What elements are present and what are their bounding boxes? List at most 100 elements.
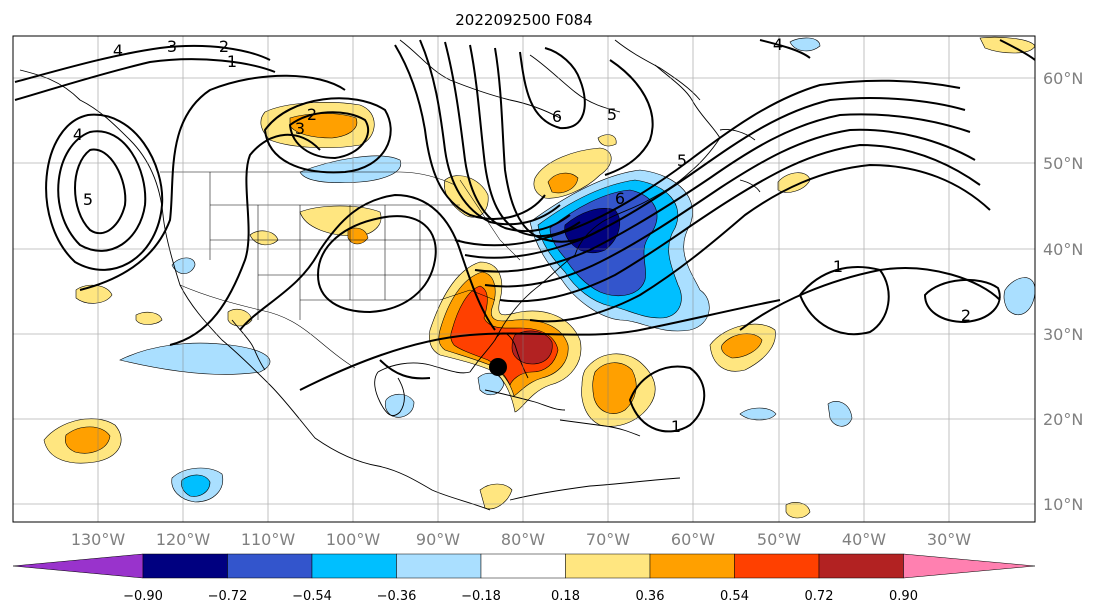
lon-tick-label: 110°W [241, 530, 296, 549]
colorbar-tick-label: 0.36 [636, 589, 665, 604]
lon-tick-label: 90°W [416, 530, 460, 549]
map-panel: 4 3 2 1 4 5 2 3 6 5 6 5 4 1 2 1 [13, 35, 1035, 522]
contour-label: 4 [113, 41, 123, 60]
colorbar-extend-high [903, 553, 1036, 579]
contour-label: 6 [615, 189, 625, 208]
lon-tick-label: 50°W [757, 530, 801, 549]
negative-anomaly-light [171, 257, 196, 274]
latitude-tick-labels: 60°N 50°N 40°N 30°N 20°N 10°N [1043, 69, 1083, 514]
positive-anomaly-orange [592, 362, 637, 414]
contour-line [499, 143, 981, 303]
colorbar-tick-label: −0.72 [208, 589, 248, 604]
lon-tick-label: 60°W [671, 530, 715, 549]
colorbar-segment [311, 553, 397, 579]
contour-line [316, 215, 437, 314]
lat-tick-label: 20°N [1043, 410, 1083, 429]
contour-label: 2 [219, 37, 229, 56]
positive-anomaly-light [479, 483, 513, 510]
contour-label: 4 [73, 125, 83, 144]
longitude-tick-labels: 130°W 120°W 110°W 100°W 90°W 80°W 70°W 6… [71, 530, 971, 549]
colorbar-segment [649, 553, 735, 579]
contour-label: 3 [295, 119, 305, 138]
contour-label: 2 [307, 105, 317, 124]
negative-anomaly-light [477, 372, 505, 396]
contour-line [444, 41, 571, 233]
lat-tick-label: 40°N [1043, 240, 1083, 259]
contour-label: 5 [83, 190, 93, 209]
contour-line [798, 266, 890, 336]
negative-anomaly-light [119, 342, 271, 375]
contour-label: 5 [677, 151, 687, 170]
contour-line [288, 111, 370, 160]
contour-line [519, 47, 586, 130]
contour-line [263, 97, 392, 174]
figure-title: 2022092500 F084 [455, 11, 592, 29]
positive-anomaly-darkred [511, 330, 553, 365]
positive-anomaly-light [135, 311, 163, 325]
contour-line [14, 58, 276, 101]
map-background [13, 36, 1035, 522]
colorbar-segment [480, 553, 566, 579]
lon-tick-label: 40°W [842, 530, 886, 549]
colorbar-segment [818, 553, 904, 579]
lon-tick-label: 120°W [156, 530, 211, 549]
contour-label: 1 [671, 417, 681, 436]
positive-anomaly-light [597, 134, 617, 147]
contour-labels: 4 3 2 1 4 5 2 3 6 5 6 5 4 1 2 1 [73, 35, 971, 436]
colorbar-tick-label: 0.72 [805, 589, 834, 604]
positive-anomaly-orange [64, 426, 111, 454]
lat-tick-label: 10°N [1043, 495, 1083, 514]
lon-tick-label: 100°W [326, 530, 381, 549]
contour-label: 1 [227, 52, 237, 71]
lat-tick-label: 30°N [1043, 325, 1083, 344]
colorbar [12, 553, 1036, 579]
contour-label: 6 [552, 107, 562, 126]
positive-anomaly-light [785, 502, 811, 519]
colorbar-tick-label: −0.90 [123, 589, 163, 604]
lon-tick-label: 130°W [71, 530, 126, 549]
lon-tick-label: 30°W [927, 530, 971, 549]
lon-tick-label: 80°W [501, 530, 545, 549]
contour-line [169, 133, 321, 346]
contour-line [45, 113, 164, 271]
contour-line [628, 365, 706, 433]
colorbar-tick-label: 0.54 [720, 589, 749, 604]
contour-line [299, 299, 781, 391]
colorbar-segment [396, 553, 482, 579]
negative-anomaly-light [384, 393, 415, 418]
contour-line [604, 59, 654, 176]
contour-line [923, 278, 1001, 324]
colorbar-tick-labels: −0.90 −0.72 −0.54 −0.36 −0.18 0.18 0.36 … [123, 589, 918, 604]
contour-label: 1 [833, 257, 843, 276]
contour-line [74, 148, 127, 235]
contour-line [494, 47, 601, 243]
contour-line [394, 44, 546, 220]
contour-line [529, 163, 991, 323]
contour-line [759, 39, 811, 59]
colorbar-extend-low [12, 553, 144, 579]
negative-anomaly-light [827, 401, 853, 427]
negative-anomaly-light [789, 37, 821, 52]
contour-line [464, 97, 966, 259]
contour-line [484, 128, 976, 288]
storm-center-marker [489, 358, 507, 376]
contour-line [379, 359, 431, 380]
positive-anomaly-orange [547, 172, 579, 194]
contour-line [14, 44, 271, 83]
contour-line [57, 130, 147, 252]
contour-label: 3 [167, 37, 177, 56]
colorbar-tick-label: 0.18 [551, 589, 580, 604]
lon-tick-label: 70°W [586, 530, 630, 549]
colorbar-tick-label: −0.54 [292, 589, 332, 604]
contour-label: 5 [607, 105, 617, 124]
contour-line [79, 74, 346, 291]
colorbar-segment [227, 553, 313, 579]
colorbar-tick-label: −0.18 [461, 589, 501, 604]
contour-line [999, 39, 1035, 61]
colorbar-segment [565, 553, 651, 579]
positive-anomaly-light [299, 205, 382, 237]
lat-tick-label: 50°N [1043, 154, 1083, 173]
contour-label: 4 [773, 35, 783, 54]
lat-tick-label: 60°N [1043, 69, 1083, 88]
